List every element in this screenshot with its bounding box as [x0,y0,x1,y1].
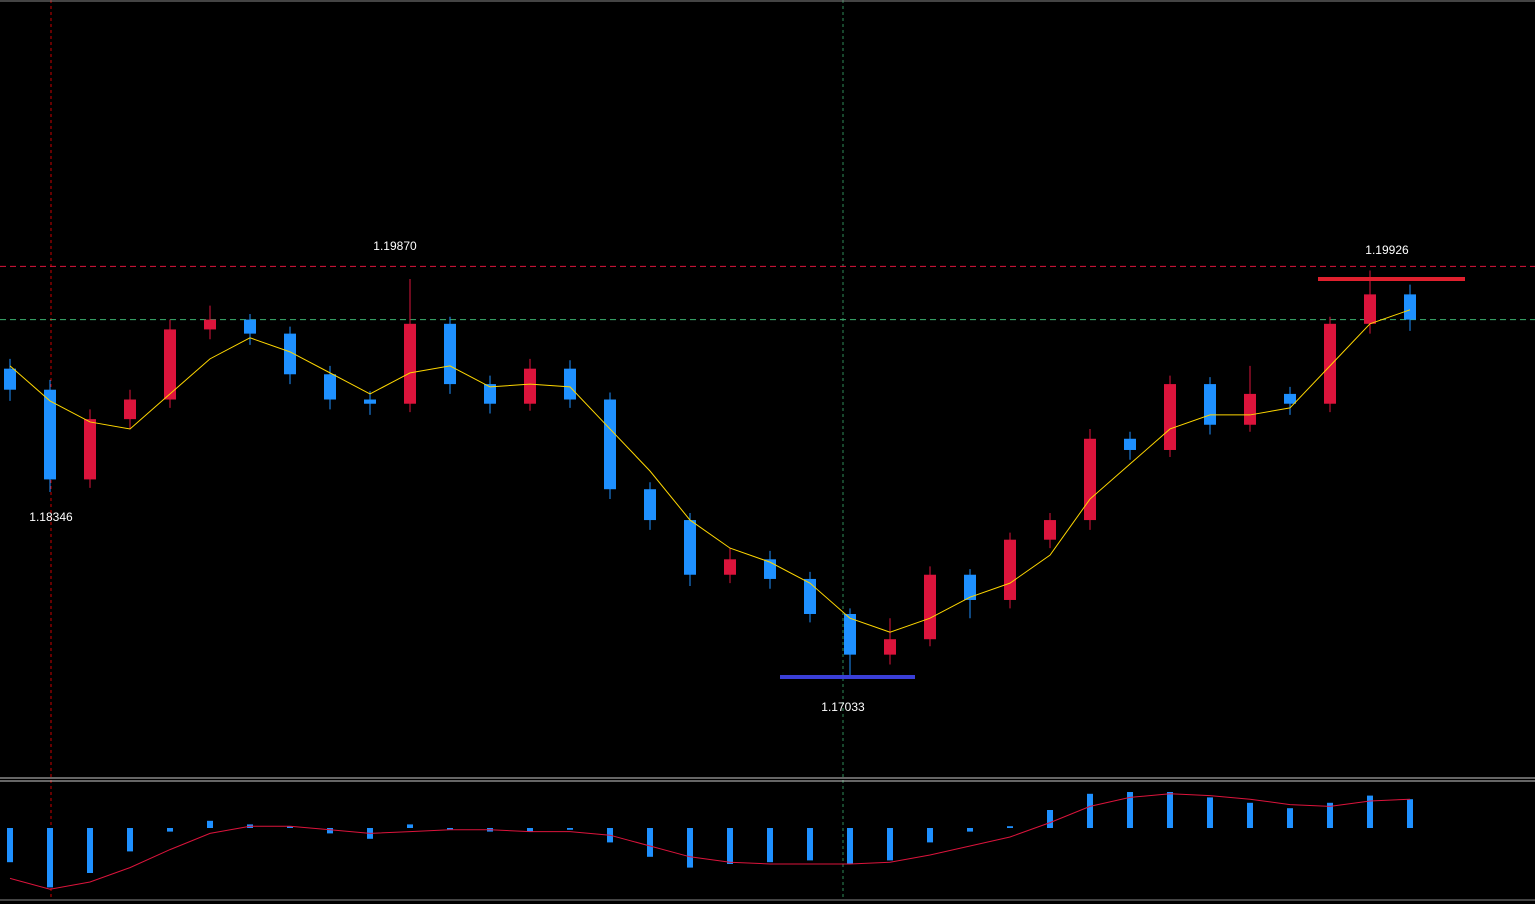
candle-body [1324,323,1336,404]
histogram-bar [807,828,813,861]
candle-body [284,333,296,375]
histogram-bar [1207,797,1213,828]
candle-body [204,319,216,330]
histogram-bar [327,828,333,834]
histogram-bar [767,828,773,863]
price-annotation: 1.19870 [373,239,417,253]
signal-line [9,793,1411,890]
candle-body [444,323,456,385]
candle-body [164,329,176,400]
histogram-bar [1407,799,1413,828]
histogram-bar [1047,810,1053,828]
price-annotation: 1.18346 [29,510,73,524]
histogram-bar [887,828,893,861]
candle-body [1044,520,1056,540]
candle-body [1164,384,1176,450]
histogram-bar [207,820,213,828]
candle-body [1004,539,1016,600]
candle-body [724,559,736,575]
candle-body [884,639,896,655]
candle-body [1124,438,1136,450]
candle-body [804,578,816,614]
histogram-bar [167,828,173,832]
candle-body [1364,294,1376,324]
candle-body [964,574,976,600]
histogram-bar [647,828,653,857]
candle-body [364,399,376,404]
histogram-bar [967,828,973,832]
histogram-bar [1247,802,1253,828]
price-annotation: 1.17033 [821,700,865,714]
histogram-bar [927,828,933,843]
histogram-bar [1327,802,1333,828]
candle-body [564,368,576,400]
candle-body [1284,393,1296,404]
candle-body [1204,384,1216,425]
candle-body [404,323,416,404]
histogram-bar [1007,826,1013,828]
candle-body [844,613,856,655]
candle-body [324,374,336,400]
histogram-bar [407,824,413,828]
histogram-bar [447,828,453,830]
candle-body [924,574,936,640]
moving-average [9,309,1411,633]
histogram-bar [127,828,133,852]
candle-body [684,520,696,575]
candle-body [84,419,96,480]
candle-body [524,368,536,404]
histogram-bar [527,828,533,832]
histogram-bar [47,828,53,888]
price-annotation: 1.19926 [1365,243,1409,257]
histogram-bar [687,828,693,868]
candle-body [484,384,496,404]
candle-body [1084,438,1096,521]
candle-body [1244,393,1256,425]
candle-body [124,399,136,420]
histogram-bar [847,828,853,864]
candle-body [1404,294,1416,320]
candle-body [44,389,56,480]
histogram-bar [1367,795,1373,828]
histogram-bar [1287,808,1293,828]
histogram-bar [1127,792,1133,828]
histogram-bar [87,828,93,873]
candle-body [644,489,656,521]
histogram-bar [727,828,733,864]
histogram-bar [567,828,573,830]
candle-body [244,319,256,334]
histogram-bar [7,828,13,863]
histogram-bar [1087,793,1093,828]
histogram-bar [1167,792,1173,828]
histogram-bar [287,826,293,828]
candle-body [4,368,16,390]
candle-body [604,399,616,490]
